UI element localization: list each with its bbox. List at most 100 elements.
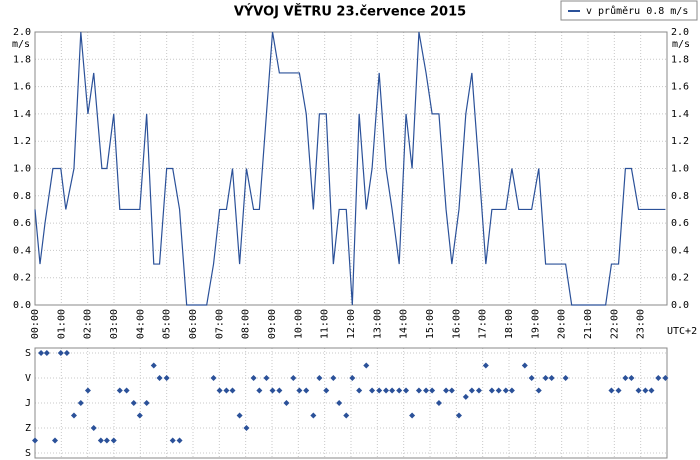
direction-point xyxy=(52,437,59,444)
direction-point xyxy=(376,387,383,394)
direction-point xyxy=(409,412,416,419)
y2-tick-label: 0.4 xyxy=(671,245,689,256)
x-tick-label: 18:00 xyxy=(504,309,515,339)
x-tick-label: 07:00 xyxy=(214,309,225,339)
direction-point xyxy=(269,387,276,394)
direction-point xyxy=(482,362,489,369)
direction-point xyxy=(156,375,163,381)
direction-point xyxy=(369,387,376,394)
direction-point xyxy=(608,387,615,394)
x-tick-label: 03:00 xyxy=(109,309,120,339)
y-tick-label: 0.6 xyxy=(13,218,31,229)
x-axis-label: UTC+2 xyxy=(667,326,697,337)
direction-point xyxy=(169,437,176,444)
direction-point xyxy=(296,387,303,394)
direction-point xyxy=(110,437,117,444)
direction-point xyxy=(363,362,370,369)
y-tick-label: S xyxy=(25,348,31,359)
direction-point xyxy=(116,387,123,394)
direction-point xyxy=(176,437,183,444)
x-tick-label: 23:00 xyxy=(636,309,647,339)
x-tick-label: 16:00 xyxy=(451,309,462,339)
direction-point xyxy=(521,362,528,369)
direction-point xyxy=(415,387,422,394)
direction-point xyxy=(229,387,236,394)
direction-point xyxy=(130,400,137,406)
direction-point xyxy=(455,412,462,419)
x-tick-label: 02:00 xyxy=(83,309,94,339)
y2-tick-label: 1.4 xyxy=(671,109,689,120)
direction-point xyxy=(648,387,655,394)
y2-tick-label: 1.8 xyxy=(671,54,689,65)
direction-point xyxy=(435,400,442,406)
direction-point xyxy=(250,375,257,381)
y2-tick-label: 0.2 xyxy=(671,273,689,284)
direction-point xyxy=(528,375,535,381)
y2-tick-label: 1.2 xyxy=(671,136,689,147)
y2-tick-label: 0.6 xyxy=(671,218,689,229)
y2-tick-label: 0.8 xyxy=(671,191,689,202)
direction-point xyxy=(38,350,45,356)
direction-point xyxy=(475,387,482,394)
x-tick-label: 10:00 xyxy=(293,309,304,339)
x-tick-label: 13:00 xyxy=(372,309,383,339)
legend-label: v průměru 0.8 m/s xyxy=(586,5,688,17)
direction-point xyxy=(642,387,649,394)
direction-point xyxy=(548,375,555,381)
x-tick-label: 01:00 xyxy=(56,309,67,339)
direction-point xyxy=(403,387,410,394)
direction-point xyxy=(468,387,475,394)
chart-title: VÝVOJ VĚTRU 23.července 2015 xyxy=(234,4,466,20)
direction-point xyxy=(336,400,343,406)
x-tick-label: 12:00 xyxy=(346,309,357,339)
y2-tick-label: 2.0 xyxy=(671,27,689,38)
direction-point xyxy=(662,375,669,381)
y-tick-label: J xyxy=(25,398,31,409)
direction-point xyxy=(635,387,642,394)
direction-point xyxy=(502,387,509,394)
direction-point xyxy=(343,412,350,419)
direction-point xyxy=(349,375,356,381)
x-tick-label: 19:00 xyxy=(530,309,541,339)
direction-point xyxy=(236,412,243,419)
y-tick-label: 2.0 xyxy=(13,27,31,38)
y-tick-label: 1.8 xyxy=(13,54,31,65)
direction-point xyxy=(223,387,230,394)
direction-point xyxy=(243,425,250,431)
direction-point xyxy=(32,437,38,444)
direction-point xyxy=(136,412,143,419)
x-tick-label: 09:00 xyxy=(267,309,278,339)
direction-point xyxy=(462,393,469,400)
y2-tick-label: 1.0 xyxy=(671,164,689,175)
legend-box xyxy=(560,0,698,21)
direction-point xyxy=(90,425,97,431)
y-tick-label: 1.4 xyxy=(13,109,31,120)
y-tick-label: S xyxy=(25,448,31,459)
direction-point xyxy=(97,437,104,444)
direction-point xyxy=(43,350,50,356)
x-tick-label: 20:00 xyxy=(557,309,568,339)
direction-point xyxy=(562,375,569,381)
x-tick-label: 14:00 xyxy=(399,309,410,339)
y-axis-label: m/s xyxy=(12,39,30,50)
direction-point xyxy=(290,375,297,381)
direction-point xyxy=(535,387,542,394)
direction-point xyxy=(383,387,390,394)
direction-point xyxy=(276,387,283,394)
direction-point xyxy=(330,375,337,381)
direction-point xyxy=(256,387,263,394)
y-tick-label: 0.0 xyxy=(13,300,31,311)
y-tick-label: 1.2 xyxy=(13,136,31,147)
direction-point xyxy=(356,387,363,394)
direction-point xyxy=(163,375,170,381)
direction-point xyxy=(615,387,622,394)
direction-point xyxy=(443,387,450,394)
direction-point xyxy=(103,437,110,444)
direction-point xyxy=(263,375,270,381)
direction-point xyxy=(303,387,310,394)
x-tick-label: 21:00 xyxy=(583,309,594,339)
y2-tick-label: 1.6 xyxy=(671,82,689,93)
direction-point xyxy=(283,400,290,406)
